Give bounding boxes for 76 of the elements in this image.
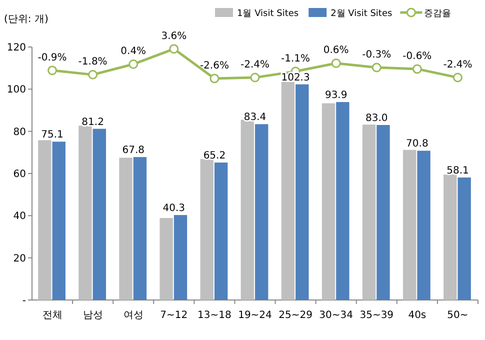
x-tick-label: 30~34 — [319, 310, 354, 321]
data-label: 58.1 — [446, 166, 469, 177]
bar — [402, 150, 416, 300]
y-tick-label: 100 — [6, 84, 26, 96]
bar — [336, 102, 350, 300]
y-tick-label: 40 — [13, 211, 26, 222]
bar — [296, 84, 309, 300]
data-label: 81.2 — [82, 116, 104, 128]
bar — [78, 126, 92, 300]
data-label: 40.3 — [162, 203, 186, 214]
point — [48, 66, 58, 76]
y-tick-label: 120 — [6, 42, 26, 54]
point — [452, 72, 462, 82]
bar — [281, 82, 295, 300]
bar — [160, 218, 173, 300]
data-label: 3.6% — [161, 30, 187, 42]
data-label: 0.6% — [323, 45, 349, 56]
x-tick-label: 남성 — [82, 310, 103, 321]
bar — [38, 140, 52, 300]
point — [210, 74, 220, 84]
data-label: -1.1% — [281, 53, 310, 64]
data-label: 0.4% — [120, 46, 146, 58]
y-tick-label: - — [22, 296, 26, 306]
x-tick-label: 40s — [408, 310, 426, 321]
legend-label: 1월 Visit Sites — [237, 9, 299, 19]
point — [250, 72, 260, 82]
x-tick-label: 전체 — [42, 310, 62, 321]
bar — [200, 158, 214, 300]
y-axis-title: (단위: 개) — [4, 14, 48, 25]
bar — [119, 158, 132, 300]
bar — [174, 215, 188, 300]
legend-label: 증감율 — [424, 9, 452, 19]
y-tick-label: 80 — [13, 126, 26, 138]
bar — [255, 124, 268, 300]
bar — [214, 162, 228, 300]
x-tick-label: 25~29 — [278, 310, 312, 321]
bar — [458, 178, 471, 300]
bar — [52, 142, 66, 300]
bar — [376, 125, 390, 300]
x-tick-label: 19~24 — [238, 310, 272, 321]
data-label: 93.9 — [324, 90, 348, 102]
data-label: 67.8 — [122, 145, 144, 156]
point — [88, 70, 98, 80]
point — [372, 62, 382, 72]
data-label: 70.8 — [406, 138, 428, 150]
point — [128, 59, 138, 69]
bar — [417, 150, 430, 300]
bar — [133, 157, 147, 300]
x-tick-label: 7~12 — [160, 310, 188, 321]
x-tick-label: 50~ — [447, 310, 468, 321]
y-tick-label: 20 — [13, 253, 26, 264]
y-tick-label: 60 — [13, 169, 26, 180]
bar — [92, 128, 106, 300]
bar — [322, 103, 336, 300]
point — [412, 64, 422, 74]
data-label: -2.4% — [443, 60, 472, 71]
x-tick-label: 35~39 — [360, 310, 394, 321]
data-label: 83.4 — [244, 112, 266, 124]
x-tick-label: 여성 — [123, 310, 144, 321]
data-label: -0.6% — [402, 50, 432, 62]
legend-label: 2월 Visit Sites — [330, 9, 392, 19]
x-tick-label: 13~18 — [198, 310, 232, 321]
point — [331, 58, 341, 68]
data-label: 65.2 — [203, 150, 226, 162]
data-label: -1.8% — [78, 56, 108, 68]
data-label: -0.9% — [38, 52, 67, 64]
data-label: 83.0 — [366, 113, 388, 124]
point — [169, 44, 179, 54]
bar — [444, 174, 457, 300]
data-label: -2.4% — [240, 60, 270, 71]
data-label: -2.6% — [200, 60, 229, 72]
bar — [240, 120, 254, 300]
data-label: -0.3% — [362, 50, 392, 61]
data-label: 75.1 — [41, 130, 64, 141]
bar — [362, 124, 376, 300]
data-label: 102.3 — [281, 72, 310, 84]
